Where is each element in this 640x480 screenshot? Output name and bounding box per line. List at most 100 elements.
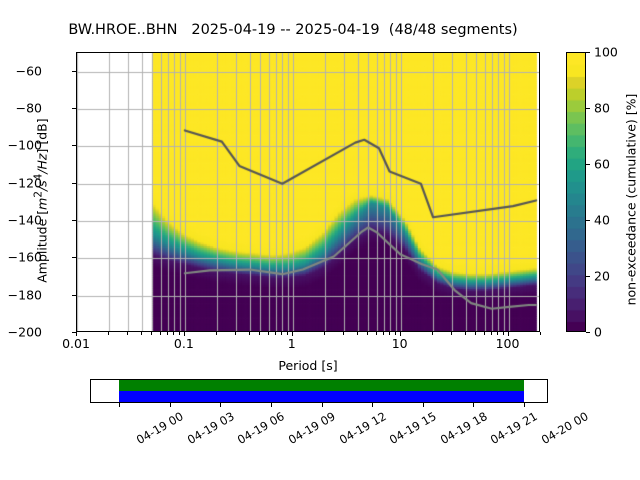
x-minor-tick (490, 332, 492, 335)
y-tick-mark (72, 220, 76, 221)
timeline-tick-label: 04-19 21 (488, 409, 541, 447)
timeline-bar-data-coverage (119, 380, 524, 391)
x-minor-tick (173, 332, 175, 335)
y-tick-label: −140 (7, 212, 42, 228)
x-minor-tick (483, 332, 485, 335)
colorbar-tick-mark (586, 108, 590, 109)
x-minor-tick (248, 332, 250, 335)
colorbar-gradient (567, 53, 585, 331)
x-minor-tick (167, 332, 169, 335)
y-tick-mark (72, 332, 76, 333)
x-minor-tick (259, 332, 261, 335)
timeline-tick-label: 04-19 03 (184, 409, 237, 447)
timeline-tick-mark (270, 403, 272, 407)
timeline-tick-label: 04-19 09 (285, 409, 338, 447)
x-minor-tick (497, 332, 499, 335)
timeline-bar-segments-used (119, 391, 524, 402)
x-minor-tick (394, 332, 396, 335)
y-tick-label: −60 (15, 63, 42, 79)
y-tick-mark (72, 257, 76, 259)
colorbar-tick-label: 100 (594, 44, 618, 60)
x-tick-mark (399, 332, 401, 336)
timeline-tick-label: 04-19 00 (133, 409, 186, 447)
colorbar-tick-label: 20 (594, 268, 610, 284)
x-minor-tick (540, 332, 541, 335)
colorbar-tick-mark (586, 164, 590, 165)
x-minor-tick (127, 332, 129, 335)
y-tick-mark (72, 145, 76, 147)
x-minor-tick (475, 332, 477, 335)
x-minor-tick (267, 332, 269, 335)
x-minor-tick (286, 332, 288, 335)
y-tick-label: −200 (7, 324, 42, 340)
y-tick-label: −160 (7, 249, 42, 265)
x-minor-tick (275, 332, 277, 335)
x-minor-tick (108, 332, 110, 335)
timeline-tick-mark (321, 403, 323, 407)
x-minor-tick (375, 332, 377, 335)
colorbar-tick-mark (586, 52, 590, 53)
x-minor-tick (367, 332, 369, 335)
y-tick-mark (72, 182, 76, 184)
x-minor-tick (389, 332, 391, 335)
x-minor-tick (432, 332, 434, 335)
y-tick-mark (72, 70, 76, 72)
x-minor-tick (235, 332, 237, 335)
colorbar-tick-label: 0 (594, 324, 602, 340)
y-tick-label: −80 (15, 100, 42, 116)
noise-model-curves (77, 53, 539, 331)
colorbar-tick-label: 40 (594, 212, 610, 228)
x-minor-tick (324, 332, 326, 335)
colorbar-tick-mark (586, 332, 590, 333)
colorbar-tick-label: 60 (594, 156, 610, 172)
x-minor-tick (281, 332, 283, 335)
x-minor-tick (356, 332, 358, 335)
x-minor-tick (343, 332, 345, 335)
y-tick-label: −180 (7, 287, 42, 303)
x-tick-label: 10 (391, 336, 408, 351)
y-tick-label: −100 (7, 137, 42, 153)
timeline-tick-mark (524, 403, 525, 407)
x-tick-label: 100 (495, 336, 520, 351)
x-minor-tick (140, 332, 142, 335)
y-tick-mark (72, 108, 76, 109)
colorbar-tick-mark (586, 220, 590, 221)
timeline-tick-label: 04-19 15 (387, 409, 439, 447)
x-minor-tick (382, 332, 384, 335)
timeline-tick-mark (473, 403, 475, 407)
data-coverage-timeline[interactable] (90, 379, 548, 403)
timeline-tick-label: 04-19 12 (336, 409, 389, 447)
x-tick-mark (291, 332, 293, 336)
ppsd-plot-area[interactable] (76, 52, 540, 332)
x-tick-mark (183, 332, 185, 336)
timeline-tick-label: 04-19 18 (437, 409, 490, 447)
timeline-tick-label: 04-19 06 (235, 409, 287, 447)
y-tick-mark (72, 294, 76, 296)
timeline-tick-mark (422, 403, 424, 407)
colorbar-tick-label: 80 (594, 100, 610, 116)
timeline-tick-mark (169, 403, 171, 407)
page-title: BW.HROE..BHN 2025-04-19 -- 2025-04-19 (4… (68, 22, 518, 38)
x-tick-label: 0.1 (173, 336, 194, 351)
x-tick-mark (76, 332, 77, 336)
x-axis-label: Period [s] (278, 358, 338, 373)
x-minor-tick (216, 332, 218, 335)
x-minor-tick (151, 332, 153, 335)
colorbar-label: non-exceedance (cumulative) [%] (623, 93, 639, 306)
x-tick-label: 0.01 (62, 336, 90, 351)
y-tick-label: −120 (7, 175, 42, 191)
colorbar[interactable] (566, 52, 586, 332)
x-minor-tick (502, 332, 504, 335)
x-tick-label: 1 (287, 336, 296, 351)
x-minor-tick (159, 332, 161, 335)
x-minor-tick (464, 332, 466, 335)
colorbar-tick-mark (586, 276, 590, 277)
timeline-tick-mark (372, 403, 374, 407)
timeline-tick-label: 04-20 00 (538, 409, 591, 447)
timeline-tick-mark (220, 403, 222, 407)
x-tick-mark (507, 332, 509, 336)
x-minor-tick (178, 332, 180, 335)
timeline-tick-mark (119, 403, 120, 407)
x-minor-tick (451, 332, 453, 335)
